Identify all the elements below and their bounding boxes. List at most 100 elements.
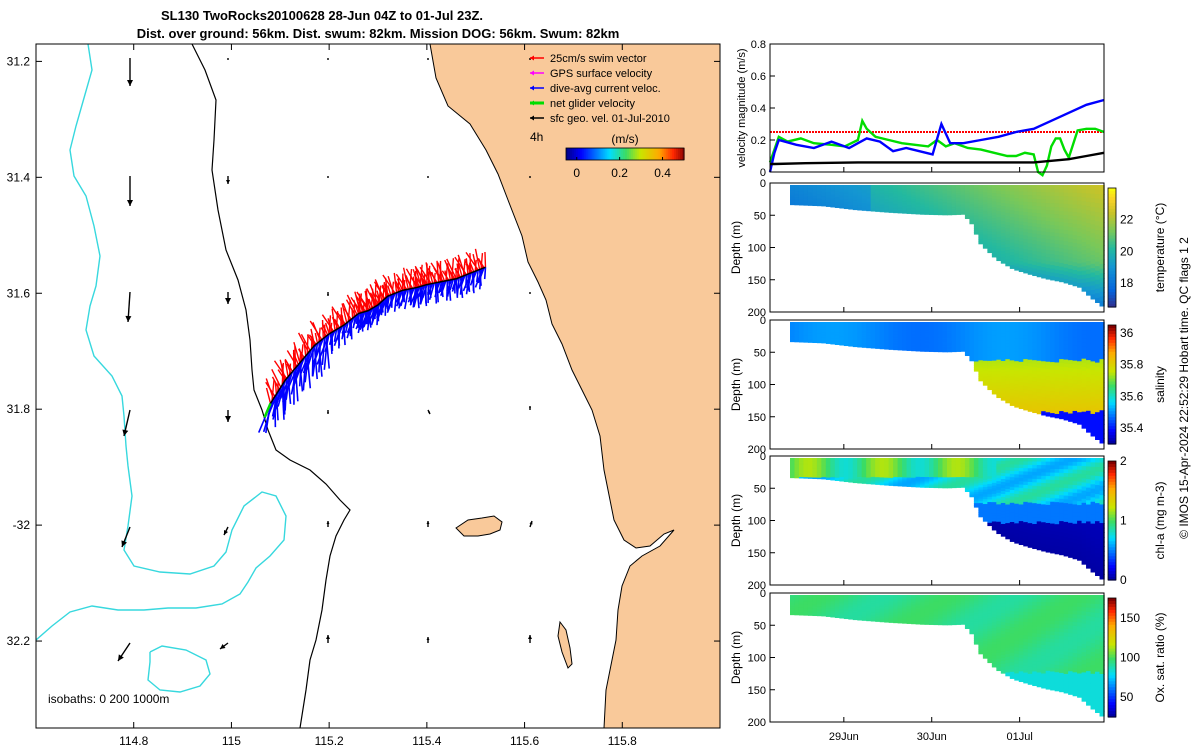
section-cell (902, 192, 908, 195)
section-cell (996, 342, 1002, 346)
section-cell (848, 466, 854, 468)
section-cell (942, 342, 948, 345)
section-cell (915, 191, 921, 194)
section-cell (825, 339, 832, 342)
section-cell (960, 333, 966, 335)
section-cell (933, 345, 939, 348)
section-cell (1041, 195, 1047, 200)
section-cell (816, 185, 823, 187)
section-cell (794, 468, 800, 471)
section-cell (951, 326, 957, 329)
section-cell (1036, 202, 1042, 207)
section-cell (1090, 405, 1096, 411)
section-cell (1018, 185, 1024, 190)
section-cell (803, 471, 809, 474)
section-cell (816, 459, 823, 462)
section-cell (812, 329, 818, 331)
section-cell (1059, 236, 1065, 242)
section-cell (1063, 370, 1069, 376)
section-cell (830, 336, 836, 338)
section-cell (816, 463, 823, 466)
section-cell (1018, 194, 1024, 199)
section-cell (960, 210, 966, 213)
section-cell (951, 213, 957, 216)
section-cell (839, 195, 845, 198)
section-cell (955, 347, 962, 350)
section-cell (812, 200, 818, 203)
section-cell (879, 334, 885, 336)
section-cell (893, 342, 899, 344)
section-cell (857, 197, 863, 200)
swim-vector (357, 293, 361, 314)
section-cell (911, 331, 917, 334)
section-cell (803, 187, 809, 189)
section-cell (821, 335, 827, 338)
section-cell (1095, 288, 1101, 294)
section-cell (911, 338, 917, 341)
section-cell (879, 468, 885, 470)
section-cell (920, 347, 926, 350)
section-cell (812, 341, 818, 344)
section-cell (839, 342, 845, 344)
section-colorbar-cell (1108, 339, 1116, 344)
section-cell (870, 343, 876, 346)
section-cell (1009, 334, 1015, 339)
section-cell (911, 185, 917, 187)
section-cell (1041, 249, 1047, 254)
section-cell (911, 325, 917, 328)
section-cell (960, 343, 966, 346)
section-cell (884, 347, 890, 350)
section-cell (816, 326, 823, 329)
section-cell (825, 187, 832, 189)
section-cell (1018, 388, 1024, 393)
section-cell (807, 474, 814, 476)
section-cell (843, 203, 850, 206)
section-cell (839, 340, 845, 343)
section-cell (1023, 386, 1029, 391)
section-cell (852, 464, 858, 467)
section-cell (798, 195, 805, 198)
section-y-tick-label: 100 (748, 243, 766, 255)
section-cell (848, 467, 854, 469)
section-cell (839, 201, 845, 204)
section-cell (982, 214, 989, 218)
section-cell (1059, 399, 1065, 405)
section-cell (1059, 207, 1065, 212)
section-cell (929, 185, 935, 187)
section-cell (1009, 341, 1015, 346)
section-cell (897, 190, 903, 193)
section-cell (852, 332, 858, 334)
section-cell (906, 323, 912, 325)
time-step-label: 4h (530, 130, 543, 144)
section-cell (906, 196, 912, 199)
section-cell (834, 465, 841, 468)
section-cell (955, 207, 962, 210)
swim-vector (286, 350, 298, 367)
section-cell (996, 211, 1002, 215)
section-cell (893, 474, 899, 477)
section-cell (1036, 234, 1042, 239)
swim-vector (394, 280, 402, 292)
section-cell (915, 211, 921, 214)
section-cell (870, 202, 876, 205)
section-cell (924, 322, 930, 324)
section-cell (902, 348, 908, 351)
section-cell (852, 197, 858, 199)
section-cell (1054, 265, 1060, 271)
section-cell (1018, 218, 1024, 223)
velocity-y-tick-label: 0.2 (751, 135, 766, 147)
section-cell (982, 334, 989, 338)
section-cell (1009, 188, 1015, 193)
section-cell (790, 325, 796, 328)
section-cell (964, 200, 971, 203)
section-cell (852, 185, 858, 188)
section-cell (942, 328, 948, 331)
section-cell (920, 322, 926, 324)
section-cell (1000, 378, 1007, 383)
section-cell (794, 458, 800, 460)
current-vector (299, 350, 311, 375)
section-cell (821, 464, 827, 466)
section-cell (920, 197, 926, 200)
section-cell (1099, 259, 1105, 265)
